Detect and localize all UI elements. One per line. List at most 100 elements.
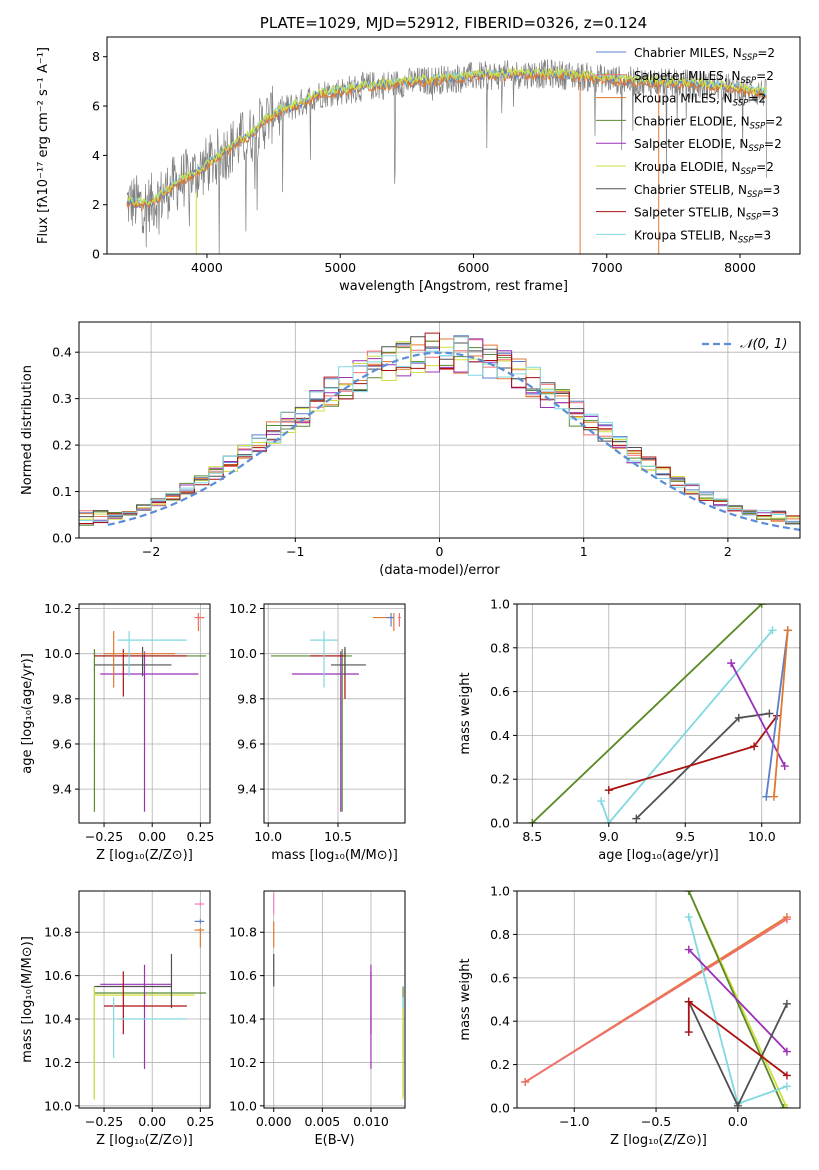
weight-marker <box>783 626 792 635</box>
mass-vs-ebv-panel: 0.000 0.005 0.010 10.0 10.2 10.4 10.6 10.8 E(B-V… <box>229 890 406 1148</box>
spectrum-panel: 4000 5000 6000 7000 8000 0 2 4 6 8 wavelength [Ang… <box>36 14 801 294</box>
y-tick-label: 9.8 <box>52 691 72 706</box>
y-tick-label: 0.4 <box>490 1014 510 1029</box>
y-tick-label: 0.0 <box>490 1101 510 1116</box>
legend-suffix: =2 <box>748 92 766 106</box>
x-tick-label: 9.5 <box>675 829 695 844</box>
y-tick-label: 10.4 <box>229 1012 257 1027</box>
x-axis-label: E(B-V) <box>314 1133 354 1148</box>
x-tick-label: 8.5 <box>522 829 542 844</box>
legend-text: Salpeter MILES, N <box>634 69 741 83</box>
weight-marker <box>684 913 693 922</box>
weight-marker <box>762 792 771 801</box>
x-tick-label: 0.00 <box>138 1114 166 1129</box>
legend-subscript: SSP <box>747 190 763 200</box>
y-tick-label: 6 <box>92 99 100 114</box>
y-tick-label: 10.0 <box>229 1098 257 1113</box>
chart-title: PLATE=1029, MJD=52912, FIBERID=0326, z=0… <box>260 14 647 32</box>
gaussian-curve <box>107 351 800 532</box>
y-tick-label: 1.0 <box>490 597 510 612</box>
weight-marker <box>782 1047 791 1056</box>
x-tick-label: 10.0 <box>254 829 282 844</box>
age-vs-metallicity-panel: −0.25 0.00 0.25 9.4 9.6 9.8 10.0 10.2 Z [log₁₀(Z… <box>20 601 214 863</box>
weight-marker <box>765 709 774 718</box>
weight-marker <box>727 659 736 668</box>
x-tick-label: 0.010 <box>353 1114 389 1129</box>
legend-suffix: =2 <box>764 137 782 151</box>
x-tick-label: 2 <box>724 544 732 559</box>
weight-marker <box>733 1101 742 1108</box>
y-tick-label: 0.8 <box>490 927 510 942</box>
plot-area <box>126 59 768 254</box>
x-tick-label: 8000 <box>724 260 756 275</box>
y-tick-label: 10.4 <box>44 1012 72 1027</box>
legend-entry: Salpeter MILES, NSSP=2 <box>634 69 774 86</box>
x-tick-label: 0.000 <box>256 1114 292 1129</box>
weight-line <box>600 629 774 823</box>
y-tick-label: 10.6 <box>229 968 257 983</box>
weight-marker <box>780 762 789 771</box>
plot-area <box>521 891 791 1108</box>
x-tick-label: 0.25 <box>186 1114 214 1129</box>
y-tick-label: 0.0 <box>490 816 510 831</box>
y-tick-label: 0.4 <box>490 728 510 743</box>
age-vs-mass-panel: 10.0 10.5 9.4 9.6 9.8 10.0 10.2 mass [log₁₀(M/M… <box>229 601 406 863</box>
y-tick-label: 10.2 <box>44 1055 72 1070</box>
legend-suffix: =3 <box>754 228 772 242</box>
y-tick-label: 0.8 <box>490 640 510 655</box>
x-axis-label: Z [log₁₀(Z/Z⊙)] <box>96 848 193 863</box>
weight-marker <box>684 997 693 1006</box>
legend-text: Salpeter ELODIE, N <box>634 137 748 151</box>
weight-marker <box>521 1077 530 1086</box>
y-axis-label: mass [log₁₀(M/M⊙)] <box>20 936 35 1063</box>
y-axis-label: mass weight <box>458 958 473 1040</box>
plot-area <box>528 604 792 823</box>
x-tick-label: −0.5 <box>641 1114 671 1129</box>
legend-text: Chabrier ELODIE, N <box>634 114 750 128</box>
y-tick-label: 10.0 <box>44 1098 72 1113</box>
legend-subscript: SSP <box>750 121 766 131</box>
plot-area <box>93 613 207 812</box>
legend-suffix: =2 <box>756 160 774 174</box>
x-axis-label: mass [log₁₀(M/M⊙)] <box>271 848 398 863</box>
weight-marker <box>528 819 537 823</box>
x-tick-label: 9.0 <box>599 829 619 844</box>
observed-spectrum <box>126 59 768 254</box>
y-tick-label: 2 <box>92 197 100 212</box>
legend-text: Chabrier STELIB, N <box>634 183 747 197</box>
y-tick-label: 0.1 <box>52 484 72 499</box>
legend-text: Kroupa STELIB, N <box>634 228 738 242</box>
x-tick-label: 1 <box>580 544 588 559</box>
legend-suffix: =2 <box>756 69 774 83</box>
weight-marker <box>750 742 759 751</box>
weight-line <box>688 948 788 1053</box>
y-tick-label: 0.2 <box>52 438 72 453</box>
residual-histogram-panel: −2 −1 0 1 2 0.0 0.1 0.2 0.3 0.4 (data-model)/error… <box>20 321 801 578</box>
plot-area <box>270 613 401 812</box>
legend-subscript: SSP <box>733 99 749 109</box>
x-tick-label: −0.25 <box>85 829 123 844</box>
weight-line <box>730 662 786 767</box>
y-tick-label: 10.8 <box>44 925 72 940</box>
weight-marker <box>684 945 693 954</box>
y-axis-label: mass weight <box>458 672 473 754</box>
y-tick-label: 10.2 <box>44 601 72 616</box>
y-tick-label: 0.2 <box>490 772 510 787</box>
x-tick-label: 0.25 <box>186 829 214 844</box>
legend-entry: Kroupa ELODIE, NSSP=2 <box>634 160 774 177</box>
legend-suffix: =2 <box>765 114 783 128</box>
weight-marker <box>779 1104 788 1108</box>
legend-subscript: SSP <box>741 167 757 177</box>
plot-area <box>273 893 404 1100</box>
plot-area <box>93 901 207 1100</box>
y-tick-label: 9.6 <box>52 736 72 751</box>
weight-line <box>773 630 789 797</box>
y-tick-label: 0.6 <box>490 684 510 699</box>
x-tick-label: 0.005 <box>304 1114 340 1129</box>
x-tick-label: 10.5 <box>324 829 352 844</box>
legend-entry: Kroupa STELIB, NSSP=3 <box>634 228 771 245</box>
weight-marker <box>632 814 641 823</box>
y-tick-label: 10.0 <box>44 646 72 661</box>
y-tick-label: 0.3 <box>52 391 72 406</box>
